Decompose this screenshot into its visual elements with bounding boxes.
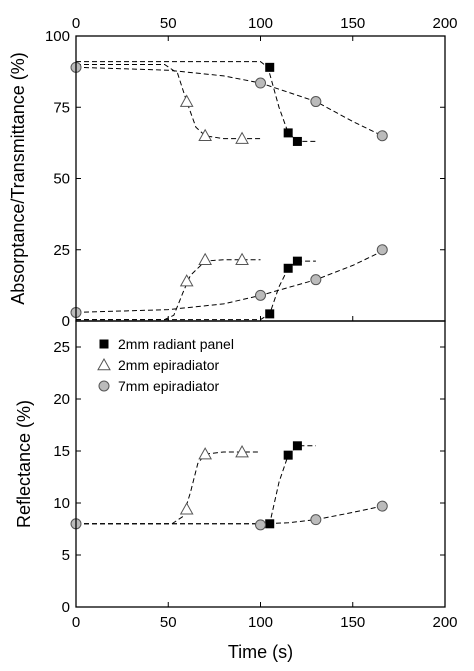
- fit-curve: [75, 66, 383, 137]
- fit-curve: [76, 259, 261, 321]
- y-tick-label: 20: [53, 391, 70, 408]
- y-tick-label: 75: [53, 99, 70, 116]
- data-point-circle: [376, 500, 388, 512]
- x-tick-label: 150: [340, 614, 365, 631]
- top-panel: 0 50 100 150 200 0 25 50 75 100: [45, 15, 458, 330]
- data-point-square: [265, 309, 275, 319]
- legend-marker-triangle-icon: [97, 357, 111, 371]
- data-point-triangle: [235, 252, 249, 266]
- legend-label: 2mm epiradiator: [118, 357, 219, 373]
- fit-curve: [76, 451, 261, 525]
- data-point-circle: [255, 519, 266, 531]
- fit-curve: [76, 445, 316, 525]
- data-point-square: [292, 136, 302, 146]
- data-point-circle: [255, 289, 266, 301]
- legend-marker-square-icon: [99, 339, 109, 349]
- legend: 2mm radiant panel 2mm epiradiator 7mm ep…: [97, 336, 234, 394]
- y-tick-label: 25: [53, 242, 70, 259]
- legend-entry-radiant-panel: 2mm radiant panel: [99, 336, 234, 352]
- legend-marker-circle-icon: [98, 380, 110, 392]
- data-point-square: [265, 62, 275, 72]
- data-point-triangle: [235, 131, 249, 144]
- legend-entry-7mm-epiradiator: 7mm epiradiator: [98, 378, 219, 394]
- y-tick-label: 15: [53, 443, 70, 460]
- y-tick-label: 10: [53, 495, 70, 512]
- data-point-square: [265, 519, 275, 529]
- x-tick-label-top: 100: [248, 15, 273, 32]
- data-point-triangle: [179, 274, 194, 287]
- y-tick-label: 100: [45, 28, 70, 45]
- x-tick-label-top: 50: [160, 15, 177, 32]
- data-point-circle: [255, 77, 266, 89]
- data-point-triangle: [179, 502, 194, 515]
- data-point-circle: [310, 274, 322, 286]
- data-point-triangle: [179, 94, 194, 107]
- data-point-triangle: [198, 447, 212, 460]
- x-tick-label: 50: [160, 614, 177, 631]
- bottom-panel: 0 50 100 150 200 0 5 10 15 20 25: [53, 320, 458, 631]
- y-tick-label: 0: [62, 599, 70, 616]
- plot-frame: [75, 320, 446, 608]
- bottom-y-axis-title: Reflectance (%): [14, 400, 34, 528]
- y-tick-label: 5: [62, 547, 70, 564]
- x-tick-label-top: 0: [72, 15, 80, 32]
- fit-curve: [76, 61, 316, 142]
- data-point-square: [292, 256, 302, 266]
- data-point-square: [283, 450, 293, 460]
- fit-curve: [75, 250, 383, 313]
- x-axis-title: Time (s): [228, 642, 293, 662]
- legend-entry-2mm-epiradiator: 2mm epiradiator: [97, 357, 219, 373]
- x-tick-label: 100: [248, 614, 273, 631]
- data-point-circle: [310, 96, 322, 108]
- data-point-circle: [376, 244, 388, 256]
- y-tick-label: 0: [62, 313, 70, 330]
- y-tick-label: 50: [53, 171, 70, 188]
- data-point-circle: [310, 514, 322, 526]
- x-tick-label: 200: [432, 614, 457, 631]
- fit-curve: [76, 505, 383, 525]
- data-point-circle: [376, 130, 388, 142]
- data-point-square: [292, 441, 302, 451]
- data-point-triangle: [198, 128, 212, 142]
- x-tick-label-top: 150: [340, 15, 365, 32]
- y-tick-label: 25: [53, 339, 70, 356]
- fit-curve: [76, 64, 261, 140]
- data-point-triangle: [235, 445, 249, 458]
- top-y-axis-title: Absorptance/Transmittance (%): [8, 52, 28, 304]
- x-tick-label: 0: [72, 614, 80, 631]
- legend-label: 7mm epiradiator: [118, 378, 219, 394]
- data-point-triangle: [198, 252, 212, 266]
- data-point-square: [283, 128, 293, 138]
- data-point-square: [283, 263, 293, 273]
- legend-label: 2mm radiant panel: [118, 336, 234, 352]
- x-tick-label-top: 200: [432, 15, 457, 32]
